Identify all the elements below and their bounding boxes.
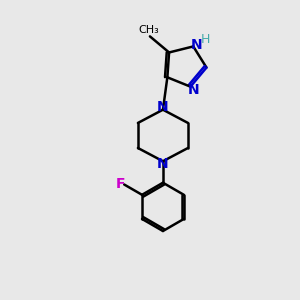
Text: N: N [157,157,169,171]
Text: N: N [188,82,199,97]
Text: N: N [157,100,169,114]
Text: H: H [201,33,210,46]
Text: CH₃: CH₃ [138,25,159,35]
Text: F: F [116,178,125,191]
Text: N: N [191,38,202,52]
